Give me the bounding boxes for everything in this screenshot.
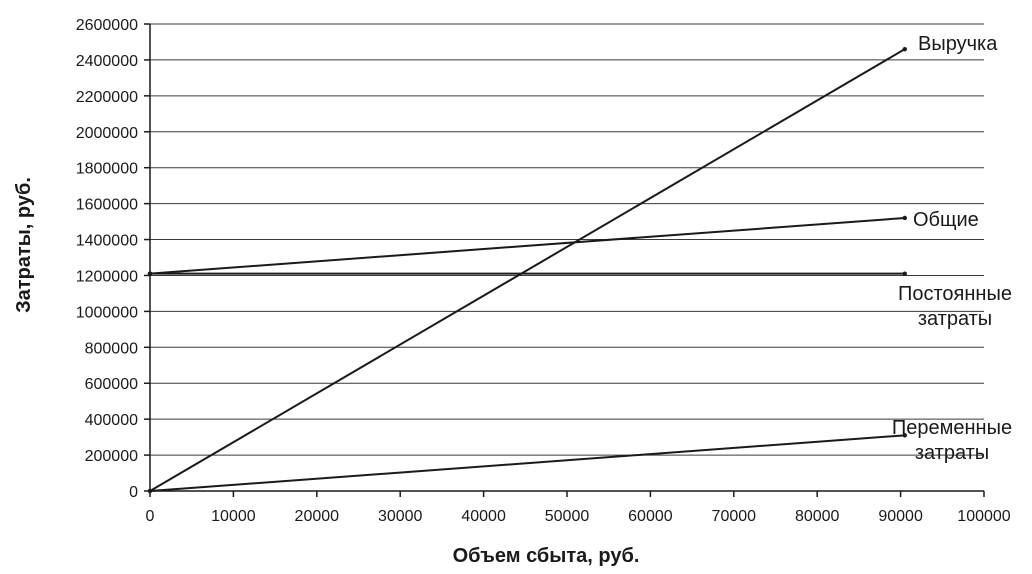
series-point bbox=[147, 271, 153, 276]
x-tick-label: 100000 bbox=[957, 508, 1010, 525]
x-axis-title: Объем сбыта, руб. bbox=[453, 545, 640, 567]
y-tick-label: 0 bbox=[129, 484, 138, 501]
series-line-total bbox=[149, 216, 905, 275]
series-label-variable: Переменные затраты bbox=[892, 417, 1012, 464]
y-axis-title: Затраты, руб. bbox=[13, 177, 35, 313]
axis-layer bbox=[144, 23, 985, 497]
x-tick-label: 10000 bbox=[211, 508, 256, 525]
series-line-variable bbox=[149, 434, 905, 492]
grid-layer bbox=[150, 23, 984, 456]
series-layer bbox=[147, 46, 907, 494]
y-tick-label: 1600000 bbox=[76, 197, 138, 214]
series-point bbox=[147, 488, 153, 494]
x-tick-label: 50000 bbox=[545, 508, 590, 525]
x-tick-label: 70000 bbox=[712, 508, 757, 525]
series-label-fixed-text: Постоянные затраты bbox=[898, 283, 1012, 330]
y-tick-label: 1000000 bbox=[76, 304, 138, 321]
series-label-variable-text: Переменные затраты bbox=[892, 417, 1012, 464]
y-tick-label: 1800000 bbox=[76, 161, 138, 178]
series-label-total: Общие bbox=[913, 209, 979, 231]
x-tick-label: 20000 bbox=[295, 508, 340, 525]
series-point bbox=[902, 271, 907, 276]
series-label-fixed: Постоянные затраты bbox=[898, 283, 1012, 330]
series-point bbox=[902, 46, 907, 52]
x-tick-label: 30000 bbox=[378, 508, 423, 525]
y-tick-label: 400000 bbox=[85, 412, 138, 429]
x-tick-label: 80000 bbox=[795, 508, 840, 525]
series-point bbox=[902, 433, 907, 438]
y-tick-label: 2600000 bbox=[76, 17, 138, 34]
y-tick-label: 1200000 bbox=[76, 268, 138, 285]
x-tick-label: 60000 bbox=[628, 508, 673, 525]
series-label-revenue: Выручка bbox=[918, 33, 998, 55]
y-tick-label: 2000000 bbox=[76, 125, 138, 142]
y-tick-label: 2400000 bbox=[76, 53, 138, 70]
x-tick-label: 0 bbox=[146, 508, 155, 525]
y-tick-label: 2200000 bbox=[76, 89, 138, 106]
x-tick-label: 90000 bbox=[878, 508, 923, 525]
y-tick-label: 600000 bbox=[85, 376, 138, 393]
series-label-revenue-text: Выручка bbox=[918, 33, 998, 55]
x-tick-label: 40000 bbox=[461, 508, 506, 525]
series-point bbox=[902, 215, 907, 221]
y-tick-label: 1400000 bbox=[76, 233, 138, 250]
y-tick-label: 200000 bbox=[85, 448, 138, 465]
y-tick-label: 800000 bbox=[85, 340, 138, 357]
series-label-total-text: Общие bbox=[913, 209, 979, 231]
tick-layer: 0200000400000600000800000100000012000001… bbox=[76, 17, 1011, 525]
series-line-revenue bbox=[149, 48, 906, 492]
